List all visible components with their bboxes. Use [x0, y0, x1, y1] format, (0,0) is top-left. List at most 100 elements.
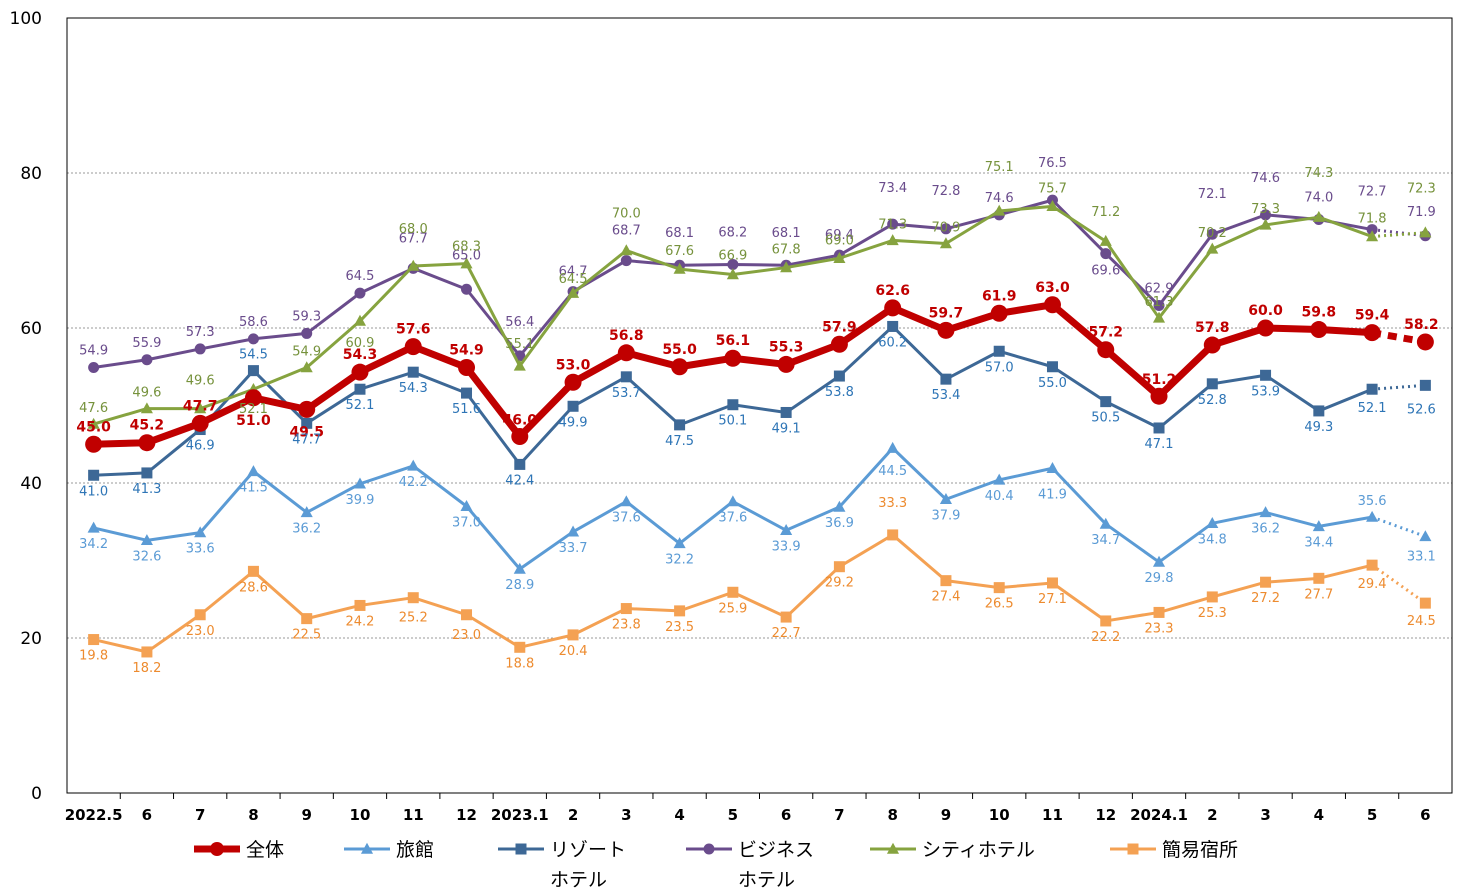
x-tick-label: 4 [674, 806, 684, 824]
data-point [673, 537, 686, 549]
data-point [1260, 369, 1272, 381]
legend-marker [1127, 843, 1139, 855]
data-point [407, 366, 419, 378]
data-label: 33.6 [186, 542, 215, 557]
data-label: 53.0 [556, 357, 591, 373]
data-label: 67.8 [772, 243, 801, 258]
data-label: 57.0 [985, 360, 1014, 375]
legend-marker [360, 842, 374, 854]
data-point [671, 358, 689, 376]
x-tick-label: 6 [781, 806, 791, 824]
legend-marker [515, 843, 527, 855]
data-point [620, 603, 632, 615]
x-tick-label: 2022.5 [65, 806, 123, 824]
data-point [88, 634, 100, 646]
data-label: 28.9 [505, 578, 534, 593]
data-point [354, 383, 366, 395]
legend-label: ホテル [550, 869, 607, 888]
data-label: 57.8 [1195, 320, 1230, 336]
x-tick-label: 2 [568, 806, 578, 824]
data-label: 74.0 [1304, 191, 1333, 206]
data-label: 37.6 [718, 511, 747, 526]
data-point [940, 223, 952, 235]
data-label: 49.9 [559, 415, 588, 430]
data-label: 54.3 [399, 381, 428, 396]
data-label: 23.8 [612, 618, 641, 633]
data-label: 72.7 [1358, 185, 1387, 200]
data-point [1100, 396, 1112, 408]
data-point [511, 428, 529, 445]
x-tick-label: 4 [1314, 806, 1324, 824]
data-label: 69.0 [825, 233, 854, 248]
data-point [138, 434, 156, 452]
data-label: 68.2 [718, 225, 747, 240]
x-tick-label: 7 [195, 806, 205, 824]
data-point [780, 524, 793, 535]
data-point [937, 321, 955, 339]
x-tick-label: 2 [1207, 806, 1217, 824]
data-label: 53.8 [825, 385, 854, 400]
data-label: 71.8 [1358, 212, 1387, 227]
data-point [674, 605, 686, 617]
data-label: 71.3 [878, 217, 907, 232]
data-point [351, 363, 369, 381]
series-city [87, 200, 1432, 429]
data-point [1100, 615, 1112, 627]
data-label: 57.9 [822, 319, 857, 335]
data-label: 25.2 [399, 611, 428, 626]
data-point [460, 499, 473, 511]
data-label: 29.2 [825, 576, 854, 591]
data-label: 73.4 [878, 181, 907, 196]
data-point [513, 359, 526, 371]
y-tick-label: 0 [31, 784, 42, 804]
data-point [1206, 228, 1218, 240]
x-tick-label: 5 [1367, 806, 1377, 824]
data-label: 54.5 [239, 348, 268, 363]
data-label: 52.1 [346, 398, 375, 413]
data-label: 49.6 [186, 374, 215, 389]
data-point [514, 458, 526, 470]
data-point [1153, 606, 1165, 618]
data-label: 49.3 [1304, 420, 1333, 435]
data-label: 34.7 [1091, 533, 1120, 548]
data-point [833, 500, 846, 512]
legend-item-ryokan: 旅館 [344, 839, 434, 861]
data-label: 33.3 [878, 496, 907, 511]
x-tick-label: 6 [142, 806, 152, 824]
data-label: 71.9 [1407, 205, 1436, 220]
data-label: 55.9 [132, 336, 161, 351]
data-label: 25.3 [1198, 606, 1227, 621]
data-point [88, 362, 100, 374]
data-label: 37.0 [452, 515, 481, 530]
data-point [298, 400, 316, 418]
y-axis: 0 20 40 60 80 100 [10, 9, 42, 804]
data-point [1257, 319, 1275, 337]
data-point [884, 299, 902, 317]
x-tick-label: 12 [456, 806, 477, 824]
data-label: 54.9 [449, 343, 484, 359]
data-label: 59.8 [1302, 305, 1337, 321]
data-point [244, 389, 262, 407]
data-label: 24.2 [346, 614, 375, 629]
data-point [617, 344, 635, 362]
data-label: 54.3 [343, 347, 378, 363]
data-label: 19.8 [79, 649, 108, 664]
data-point [458, 359, 476, 377]
data-point [1206, 242, 1219, 254]
data-point [354, 599, 366, 611]
data-label: 52.1 [239, 402, 268, 417]
legend-marker [886, 842, 900, 854]
legend-label: 簡易宿所 [1162, 839, 1238, 861]
data-label: 41.3 [132, 482, 161, 497]
data-point [141, 467, 153, 479]
data-label: 51.6 [452, 402, 481, 417]
x-tick-label: 2023.1 [491, 806, 549, 824]
data-point [830, 335, 848, 353]
data-label: 57.2 [1088, 325, 1123, 341]
data-point [564, 373, 582, 391]
data-label: 54.9 [292, 345, 321, 360]
series-line-latest [1371, 563, 1427, 605]
